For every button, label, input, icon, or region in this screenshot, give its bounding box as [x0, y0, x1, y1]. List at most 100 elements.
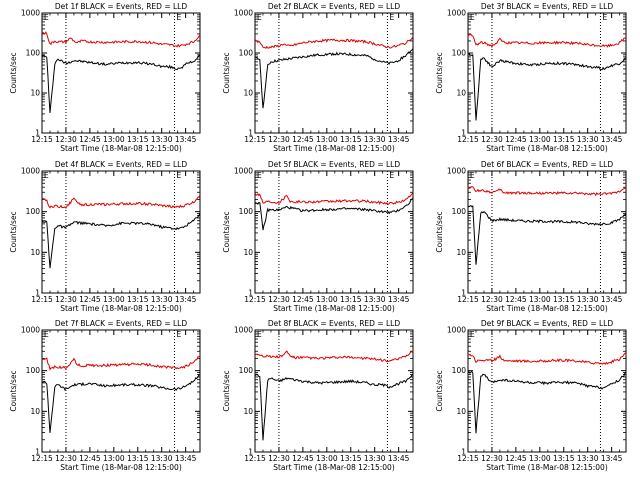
y-tick-label: 10	[456, 248, 466, 257]
y-tick-label: 1	[461, 129, 466, 138]
detector-panel-8: Det 8f BLACK = Events, RED = LLD 1 10 100 10…	[222, 319, 414, 472]
y-axis-label: Counts/sec	[9, 211, 18, 252]
y-tick-label: 1000	[234, 326, 253, 335]
x-tick-label: 13:45	[601, 295, 623, 304]
y-tick-label: 100	[26, 49, 41, 58]
x-tick-label: 12:15	[244, 454, 266, 463]
panel-title: Det 7f BLACK = Events, RED = LLD	[55, 319, 188, 328]
detector-panel-7: Det 7f BLACK = Events, RED = LLD 1 10 100 10…	[9, 319, 201, 472]
y-axis-label: Counts/sec	[222, 52, 231, 93]
x-tick-label: 12:45	[505, 454, 527, 463]
events-series-line	[467, 370, 627, 434]
panel-title: Det 6f BLACK = Events, RED = LLD	[481, 160, 614, 169]
panel-title: Det 8f BLACK = Events, RED = LLD	[268, 319, 401, 328]
event-marker-label: E	[176, 330, 181, 339]
x-tick-label: 13:00	[529, 454, 551, 463]
y-tick-label: 1	[35, 129, 40, 138]
event-marker-label: E	[257, 330, 262, 339]
x-tick-label: 13:45	[175, 135, 197, 144]
x-tick-label: 13:30	[151, 295, 173, 304]
x-tick-label: 13:45	[175, 454, 197, 463]
lld-series-line	[254, 192, 414, 206]
x-tick-label: 13:45	[388, 295, 410, 304]
y-tick-label: 1000	[234, 167, 253, 176]
y-tick-label: 1000	[447, 326, 466, 335]
x-tick-label: 13:15	[553, 295, 575, 304]
x-tick-label: 12:15	[457, 295, 479, 304]
y-tick-label: 1000	[447, 9, 466, 18]
x-tick-label: 12:45	[292, 454, 314, 463]
x-axis-label: Start Time (18-Mar-08 12:15:00)	[273, 463, 395, 472]
x-tick-label: 12:45	[79, 135, 101, 144]
detector-panel-6: Det 6f BLACK = Events, RED = LLD 1 10 100 10…	[435, 160, 627, 313]
axes-frame	[467, 170, 627, 294]
event-marker-label: E	[470, 171, 475, 180]
y-tick-label: 1	[248, 289, 253, 298]
y-tick-label: 1000	[21, 167, 40, 176]
x-tick-label: 13:30	[577, 295, 599, 304]
y-tick-label: 10	[30, 407, 40, 416]
panel-title: Det 5f BLACK = Events, RED = LLD	[268, 160, 401, 169]
x-tick-label: 13:30	[577, 454, 599, 463]
y-tick-label: 10	[456, 407, 466, 416]
axes-frame	[254, 329, 414, 453]
y-axis-label: Counts/sec	[9, 52, 18, 93]
event-marker-label: E	[602, 171, 607, 180]
x-tick-label: 13:30	[151, 135, 173, 144]
events-series-line	[41, 374, 201, 433]
y-tick-label: 100	[26, 207, 41, 216]
event-marker-label: E	[470, 13, 475, 22]
y-tick-label: 1000	[447, 167, 466, 176]
x-axis-label: Start Time (18-Mar-08 12:15:00)	[273, 304, 395, 313]
x-tick-label: 13:45	[601, 135, 623, 144]
x-tick-label: 13:45	[601, 454, 623, 463]
x-tick-label: 12:45	[79, 295, 101, 304]
events-series-line	[254, 373, 414, 441]
y-tick-label: 10	[243, 407, 253, 416]
y-tick-label: 1	[248, 448, 253, 457]
y-tick-label: 1	[461, 289, 466, 298]
y-axis-label: Counts/sec	[9, 370, 18, 411]
x-tick-label: 12:45	[505, 135, 527, 144]
lld-series-line	[41, 31, 201, 48]
y-tick-label: 10	[243, 248, 253, 257]
x-tick-label: 13:30	[151, 454, 173, 463]
y-tick-label: 1	[35, 289, 40, 298]
x-tick-label: 12:45	[292, 295, 314, 304]
axes-frame	[467, 329, 627, 453]
x-tick-label: 13:15	[127, 135, 149, 144]
axes-frame	[254, 12, 414, 134]
event-marker-label: E	[44, 13, 49, 22]
x-tick-label: 13:30	[364, 135, 386, 144]
axes-frame	[467, 12, 627, 134]
x-tick-label: 12:30	[268, 454, 290, 463]
x-tick-label: 12:15	[244, 295, 266, 304]
x-tick-label: 12:15	[31, 454, 53, 463]
x-tick-label: 13:30	[364, 295, 386, 304]
x-tick-label: 13:15	[127, 454, 149, 463]
x-tick-label: 12:15	[31, 135, 53, 144]
x-tick-label: 13:15	[340, 295, 362, 304]
x-tick-label: 13:45	[175, 295, 197, 304]
lld-series-line	[254, 349, 414, 363]
y-tick-label: 100	[452, 49, 467, 58]
event-marker-label: E	[257, 13, 262, 22]
detector-panel-9: Det 9f BLACK = Events, RED = LLD 1 10 100 10…	[435, 319, 627, 472]
x-tick-label: 12:30	[481, 135, 503, 144]
x-tick-label: 12:30	[55, 454, 77, 463]
y-tick-label: 10	[243, 89, 253, 98]
y-tick-label: 1	[461, 448, 466, 457]
x-tick-label: 12:30	[55, 295, 77, 304]
x-tick-label: 12:15	[457, 454, 479, 463]
y-axis-label: Counts/sec	[222, 370, 231, 411]
detector-panel-2: Det 2f BLACK = Events, RED = LLD 1 10 100 10…	[222, 2, 414, 153]
event-marker-label: E	[389, 13, 394, 22]
panel-title: Det 9f BLACK = Events, RED = LLD	[481, 319, 614, 328]
event-marker-label: E	[257, 171, 262, 180]
panel-title: Det 4f BLACK = Events, RED = LLD	[55, 160, 188, 169]
x-tick-label: 13:00	[529, 135, 551, 144]
x-tick-label: 12:30	[55, 135, 77, 144]
event-marker-label: E	[176, 13, 181, 22]
x-tick-label: 12:45	[79, 454, 101, 463]
